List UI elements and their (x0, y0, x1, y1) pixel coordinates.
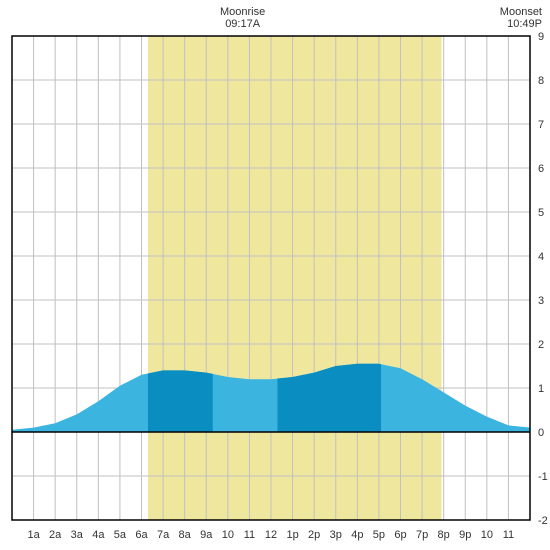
sun-band (148, 36, 442, 520)
x-tick-label: 2a (49, 529, 62, 541)
x-tick-label: 11 (503, 529, 514, 541)
x-tick-label: 6p (394, 529, 406, 541)
x-tick-label: 12 (265, 529, 277, 541)
x-tick-label: 1a (27, 529, 40, 541)
x-tick-label: 4p (351, 529, 363, 541)
x-tick-label: 9p (459, 529, 471, 541)
y-tick-label: 4 (538, 251, 544, 263)
x-tick-label: 10 (222, 529, 234, 541)
y-tick-label: -2 (538, 515, 548, 527)
y-tick-label: 8 (538, 75, 544, 87)
x-tick-label: 7p (416, 529, 428, 541)
y-tick-label: 2 (538, 339, 544, 351)
y-tick-label: 5 (538, 207, 544, 219)
tide-chart: Moonrise 09:17A Moonset 10:49P -2-101234… (0, 0, 550, 550)
x-tick-label: 8p (438, 529, 450, 541)
y-tick-label: 7 (538, 119, 544, 131)
x-tick-label: 10 (481, 529, 493, 541)
x-tick-label: 6a (135, 529, 148, 541)
x-tick-label: 3p (330, 529, 342, 541)
x-tick-label: 5a (114, 529, 127, 541)
x-tick-label: 11 (244, 529, 255, 541)
x-tick-label: 3a (71, 529, 84, 541)
y-tick-label: 3 (538, 295, 544, 307)
chart-svg: -2-101234567891a2a3a4a5a6a7a8a9a1011121p… (0, 0, 550, 550)
y-tick-label: 1 (538, 383, 544, 395)
x-tick-label: 7a (157, 529, 170, 541)
x-tick-label: 8a (179, 529, 192, 541)
x-tick-label: 4a (92, 529, 105, 541)
y-tick-label: -1 (538, 471, 548, 483)
y-tick-label: 0 (538, 427, 544, 439)
y-tick-label: 6 (538, 163, 544, 175)
x-tick-label: 1p (286, 529, 298, 541)
x-tick-label: 2p (308, 529, 320, 541)
x-tick-label: 5p (373, 529, 385, 541)
tide-dark-segment (148, 370, 213, 432)
y-tick-label: 9 (538, 31, 544, 43)
x-tick-label: 9a (200, 529, 213, 541)
